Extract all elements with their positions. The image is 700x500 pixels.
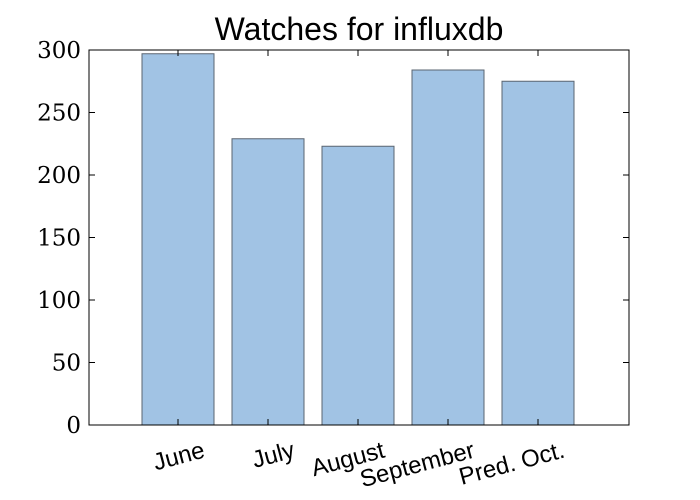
y-tick-label: 50 [52, 351, 81, 377]
bar-june [141, 53, 215, 426]
y-tick-label: 250 [37, 101, 81, 127]
y-axis-ticks: 0 50 100 150 200 250 300 [37, 38, 629, 439]
bar-august [321, 145, 395, 426]
y-tick-label: 100 [37, 288, 81, 314]
x-tick-label: July [249, 437, 297, 474]
chart-title: Watches for influxdb [215, 11, 504, 47]
bars-group [141, 53, 575, 426]
y-tick-label: 150 [37, 226, 81, 252]
x-tick-label: Pred. Oct. [456, 437, 567, 491]
bar-july [231, 138, 305, 426]
x-tick-label: June [150, 437, 207, 477]
y-tick-label: 200 [37, 163, 81, 189]
bar-september [411, 69, 485, 426]
bar-pred-oct [501, 80, 575, 426]
y-tick-label: 300 [37, 38, 81, 64]
plot-frame [88, 49, 630, 426]
y-tick-label: 0 [66, 413, 81, 439]
